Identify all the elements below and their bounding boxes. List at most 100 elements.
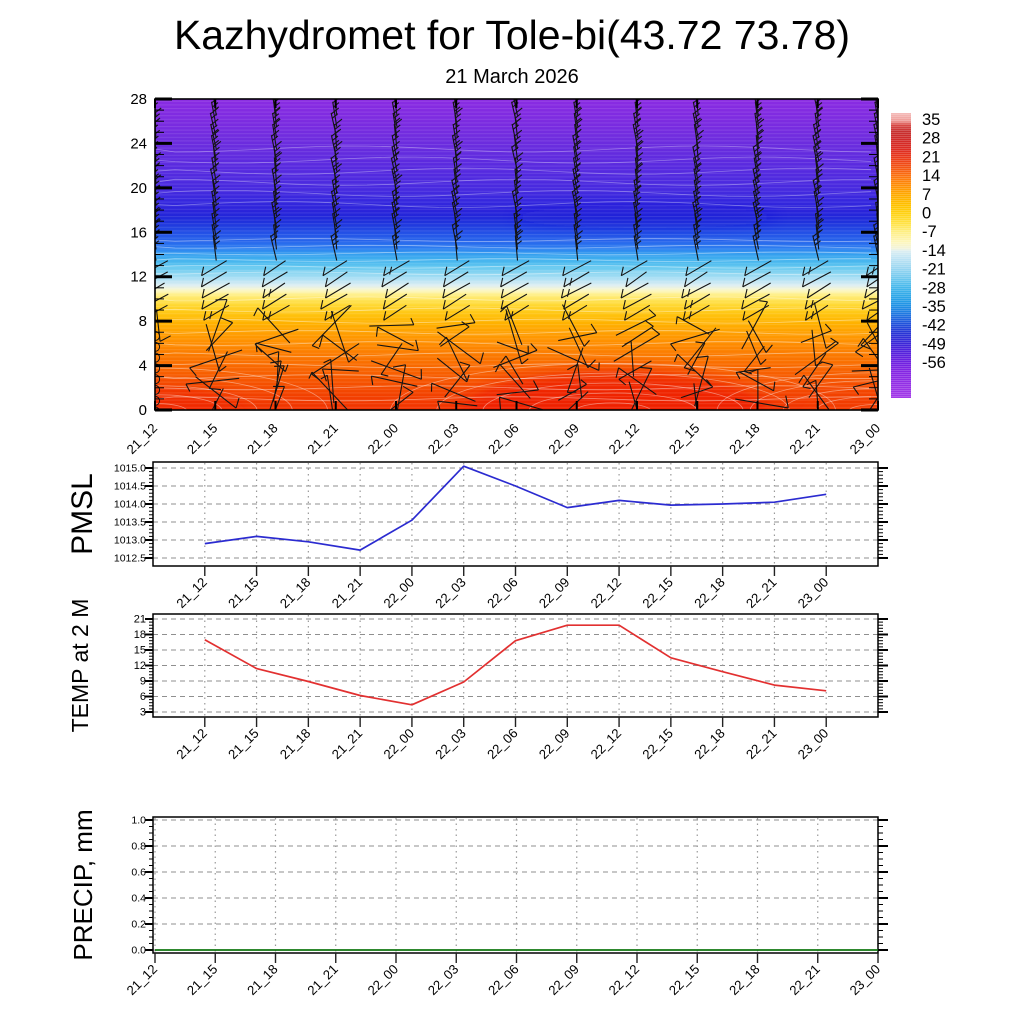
barb-staff bbox=[437, 400, 478, 407]
barb-fletch bbox=[871, 266, 875, 275]
barb-staff bbox=[209, 112, 217, 139]
barb-staff bbox=[255, 342, 292, 353]
barb-fletch bbox=[615, 367, 620, 378]
wind-barb bbox=[261, 293, 287, 310]
barb-staff bbox=[633, 179, 639, 205]
wind-barb bbox=[567, 363, 583, 399]
time-axis-label: 21_18 bbox=[244, 962, 281, 999]
wind-barb bbox=[563, 293, 590, 310]
barb-fletch bbox=[212, 135, 219, 141]
barb-fletch bbox=[140, 289, 142, 298]
barb-staff bbox=[436, 357, 468, 383]
wind-barb bbox=[804, 304, 829, 321]
barb-fletch bbox=[209, 311, 213, 320]
barb-fletch bbox=[685, 266, 689, 276]
barb-staff bbox=[571, 190, 579, 217]
barb-fletch bbox=[455, 113, 462, 119]
wind-barb bbox=[735, 395, 789, 409]
contour-line bbox=[155, 264, 872, 269]
barb-staff bbox=[451, 135, 458, 161]
barb-staff bbox=[391, 135, 398, 161]
time-axis-label: 21_12 bbox=[173, 575, 210, 612]
barb-staff bbox=[677, 353, 712, 387]
barb-fletch bbox=[830, 337, 839, 344]
contour-arc bbox=[528, 392, 698, 410]
barb-fletch bbox=[410, 317, 415, 326]
barb-fletch bbox=[451, 185, 460, 193]
profile-y-label: 20 bbox=[130, 180, 147, 197]
barb-staff bbox=[558, 332, 597, 342]
barb-fletch bbox=[335, 91, 340, 95]
barb-fletch bbox=[754, 86, 761, 92]
barb-staff bbox=[547, 346, 600, 371]
wind-barb bbox=[384, 282, 409, 299]
barb-fletch bbox=[574, 224, 581, 231]
barb-fletch bbox=[389, 266, 393, 275]
barb-fletch bbox=[813, 86, 820, 92]
wind-barb bbox=[496, 380, 539, 396]
barb-fletch bbox=[670, 343, 677, 352]
contour-arc bbox=[749, 380, 878, 410]
time-axis-label: 22_21 bbox=[786, 962, 823, 999]
wind-barb bbox=[628, 381, 638, 410]
barb-staff bbox=[511, 146, 519, 172]
barb-staff bbox=[814, 99, 820, 116]
barb-fletch bbox=[694, 235, 701, 242]
barb-fletch bbox=[681, 288, 685, 299]
barb-fletch bbox=[155, 240, 160, 245]
barb-staff bbox=[254, 328, 299, 345]
contour-arc bbox=[155, 367, 328, 410]
barb-fletch bbox=[815, 113, 822, 119]
wind-barb bbox=[381, 271, 407, 288]
time-axis-label: 22_03 bbox=[432, 575, 469, 612]
barb-staff bbox=[741, 301, 768, 350]
barb-staff bbox=[201, 271, 228, 288]
contour-arc bbox=[848, 404, 878, 410]
barb-fletch bbox=[855, 351, 864, 358]
barb-staff bbox=[393, 123, 398, 150]
barb-fletch bbox=[694, 207, 703, 215]
barb-staff bbox=[693, 157, 699, 183]
time-axis-label: 21_12 bbox=[173, 726, 210, 763]
barb-staff bbox=[630, 341, 635, 377]
barb-staff bbox=[203, 304, 230, 321]
precip-y-label: 0.8 bbox=[131, 841, 146, 853]
time-axis-label: 22_15 bbox=[666, 421, 703, 458]
wind-barb bbox=[370, 375, 418, 387]
precip-y-label: 1.0 bbox=[131, 815, 146, 827]
time-axis-label: 23_00 bbox=[795, 726, 832, 763]
barb-staff bbox=[272, 123, 278, 150]
barb-fletch bbox=[857, 338, 864, 347]
barb-fletch bbox=[146, 289, 148, 297]
wind-barb bbox=[253, 307, 291, 344]
barb-fletch bbox=[375, 326, 379, 337]
barb-staff bbox=[812, 235, 820, 261]
barb-fletch bbox=[504, 311, 508, 321]
barb-staff bbox=[322, 334, 358, 361]
colorbar-label: -49 bbox=[922, 335, 946, 353]
wind-barb bbox=[852, 380, 878, 395]
colorbar-label: -35 bbox=[922, 298, 946, 316]
barb-staff bbox=[332, 213, 338, 239]
time-axis-label: 22_09 bbox=[545, 421, 582, 458]
barb-fletch bbox=[454, 213, 461, 219]
barb-staff bbox=[804, 293, 831, 310]
time-axis-label: 22_00 bbox=[365, 421, 402, 458]
temp-2m-y-label: 6 bbox=[140, 691, 146, 703]
barb-fletch bbox=[574, 195, 581, 201]
barb-fletch bbox=[562, 415, 570, 419]
barb-fletch bbox=[514, 213, 521, 219]
precip-y-label: 0.6 bbox=[131, 867, 146, 879]
barb-staff bbox=[682, 304, 710, 321]
time-axis-label: 22_12 bbox=[588, 575, 625, 612]
wind-barb bbox=[620, 260, 648, 277]
barb-fletch bbox=[392, 213, 399, 219]
barb-staff bbox=[330, 157, 338, 183]
barb-staff bbox=[452, 123, 458, 150]
barb-fletch bbox=[324, 277, 328, 287]
barb-staff bbox=[201, 293, 229, 310]
barb-fletch bbox=[501, 266, 505, 276]
barb-staff bbox=[499, 363, 531, 399]
pmsl-y-label: 1014.0 bbox=[114, 499, 146, 511]
barb-fletch bbox=[742, 311, 746, 321]
